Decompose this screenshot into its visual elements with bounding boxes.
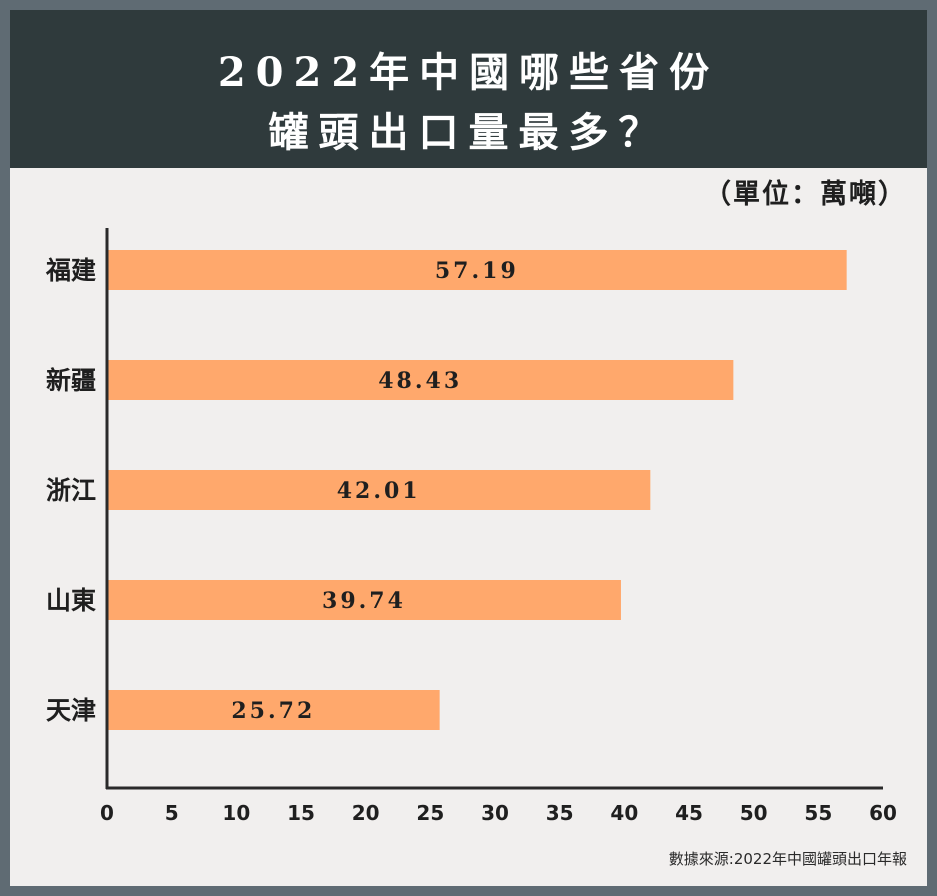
bar-1: [107, 250, 847, 290]
x-tick-label: 10: [222, 801, 250, 825]
chart-title-line-1: 2022年中國哪些省份: [217, 49, 720, 96]
bar-value-label: 42.01: [337, 478, 421, 504]
x-tick-label: 20: [352, 801, 380, 825]
category-label: 福建: [45, 256, 96, 285]
x-tick-label: 25: [416, 801, 444, 825]
x-tick-label: 15: [287, 801, 315, 825]
x-tick-label: 55: [804, 801, 832, 825]
x-tick-label: 35: [546, 801, 574, 825]
bar-4: [107, 580, 621, 620]
bar-5: [107, 690, 440, 730]
bar-3: [107, 470, 651, 510]
bar-value-label: 57.19: [435, 258, 519, 284]
category-label: 天津: [46, 696, 96, 725]
x-tick-label: 0: [100, 801, 114, 825]
bar-value-label: 48.43: [378, 368, 462, 394]
x-tick-label: 5: [165, 801, 179, 825]
bar-value-label: 39.74: [322, 588, 406, 614]
unit-label: （單位：萬噸）: [704, 179, 907, 210]
bar-value-label: 25.72: [231, 698, 315, 724]
category-label: 新疆: [46, 366, 96, 395]
bar-2: [107, 360, 734, 400]
data-source-note: 數據來源:2022年中國罐頭出口年報: [668, 850, 907, 868]
chart-title-line-2: 罐頭出口量最多？: [268, 109, 669, 156]
title-banner: 2022年中國哪些省份 罐頭出口量最多？: [10, 10, 927, 168]
x-tick-label: 40: [610, 801, 638, 825]
category-label: 浙江: [46, 476, 96, 505]
category-label: 山東: [46, 586, 96, 615]
x-tick-label: 60: [869, 801, 897, 825]
x-tick-label: 45: [675, 801, 703, 825]
x-tick-label: 50: [740, 801, 768, 825]
x-tick-label: 30: [481, 801, 509, 825]
